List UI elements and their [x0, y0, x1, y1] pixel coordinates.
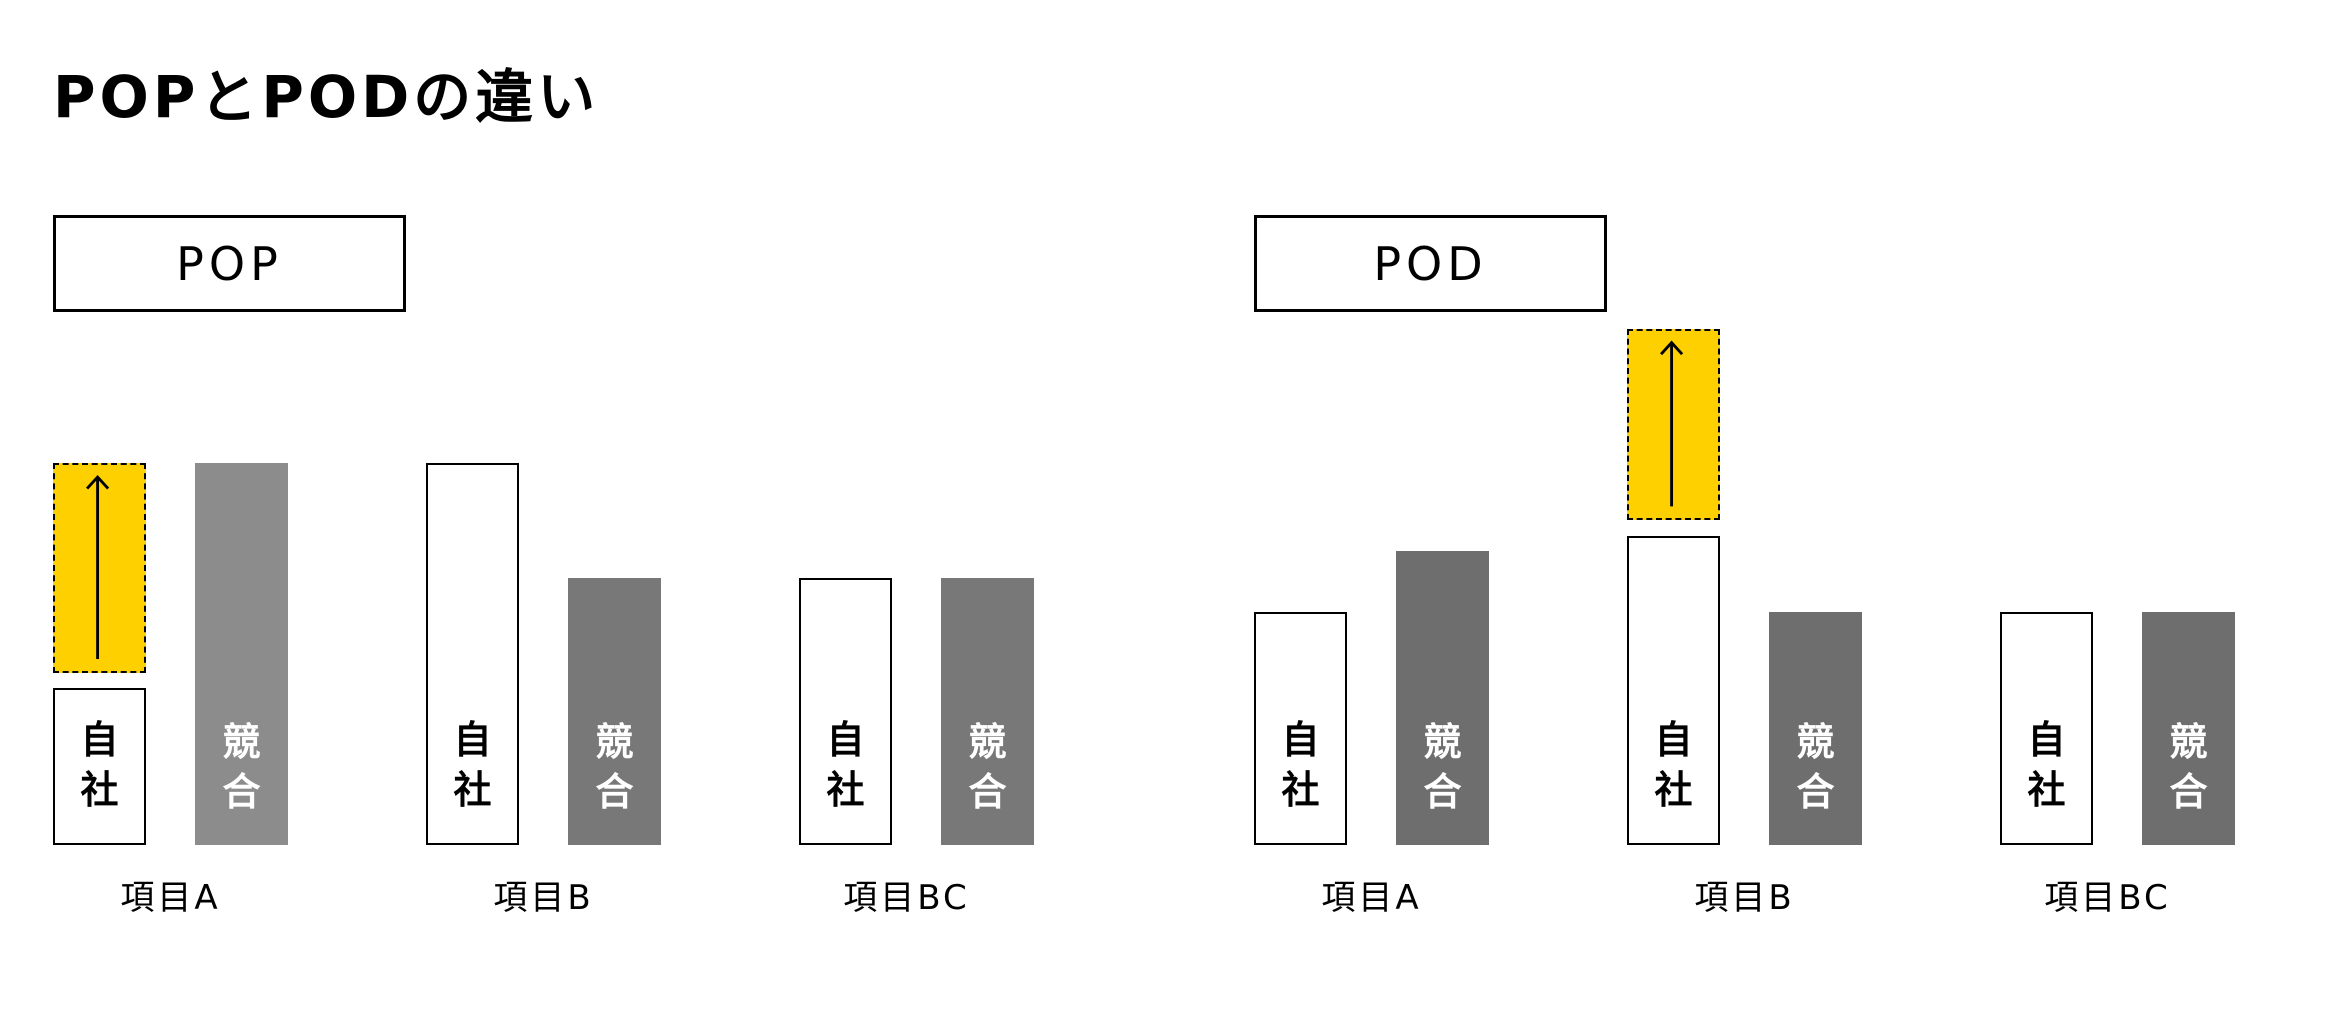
page-title: POPとPODの違い: [53, 63, 600, 131]
pod-heading-box: POD: [1254, 215, 1607, 312]
arrow-up-icon: [86, 474, 110, 660]
bar-label: 自社: [1654, 717, 1693, 812]
growth-target-bar: [1627, 329, 1720, 521]
category-label: 項目A: [1321, 878, 1422, 918]
category-label: 項目BC: [2044, 878, 2171, 918]
bar-label: 競合: [2169, 719, 2208, 814]
self-bar: 自社: [1627, 535, 1720, 845]
self-bar: 自社: [53, 688, 146, 845]
bar-label: 競合: [1423, 719, 1462, 814]
bar-label: 自社: [453, 718, 492, 812]
bar-label: 自社: [1281, 717, 1320, 812]
category-label: 項目A: [120, 878, 221, 918]
bar-label: 自社: [2027, 717, 2066, 812]
category-label: 項目B: [493, 878, 594, 918]
bar-label: 競合: [968, 719, 1007, 814]
bar-label: 自社: [80, 717, 119, 812]
competitor-bar: 競合: [195, 463, 288, 845]
self-bar: 自社: [2000, 611, 2093, 845]
bar-label: 競合: [222, 720, 261, 814]
competitor-bar: 競合: [568, 577, 661, 845]
bar-label: 競合: [595, 719, 634, 814]
competitor-bar: 競合: [2142, 611, 2235, 845]
bar-label: 競合: [1796, 719, 1835, 814]
arrow-up-icon: [1660, 340, 1684, 507]
category-label: 項目BC: [843, 878, 970, 918]
self-bar: 自社: [799, 577, 892, 845]
competitor-bar: 競合: [1396, 550, 1489, 845]
pop-heading-box: POP: [53, 215, 406, 312]
self-bar: 自社: [1254, 611, 1347, 845]
bar-label: 自社: [826, 717, 865, 812]
growth-target-bar: [53, 463, 146, 674]
self-bar: 自社: [426, 463, 519, 845]
category-label: 項目B: [1694, 878, 1795, 918]
competitor-bar: 競合: [941, 577, 1034, 845]
competitor-bar: 競合: [1769, 611, 1862, 845]
